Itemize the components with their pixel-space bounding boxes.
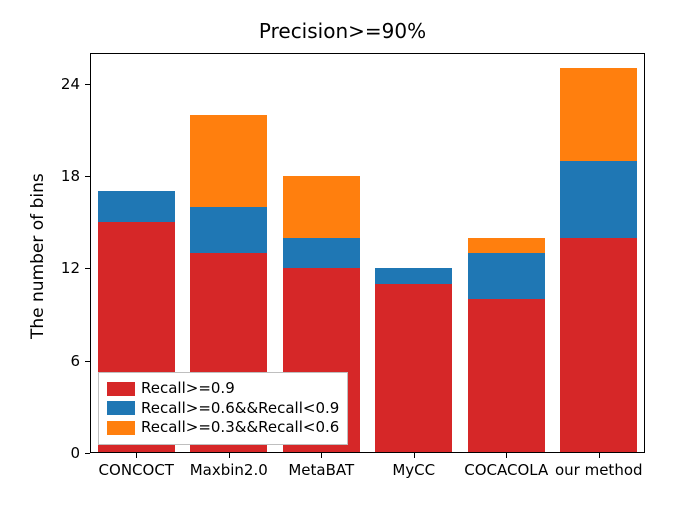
y-tick-label: 12	[61, 259, 80, 277]
axis-spine	[644, 53, 645, 453]
bar-segment	[98, 191, 175, 222]
x-tick-label: MyCC	[392, 461, 435, 479]
legend-label: Recall>=0.9	[141, 379, 235, 399]
bar-segment	[560, 68, 637, 160]
x-tick	[136, 453, 137, 458]
chart-figure: Precision>=90% The number of bins Recall…	[0, 0, 685, 517]
axis-spine	[90, 53, 91, 453]
legend: Recall>=0.9Recall>=0.6&&Recall<0.9Recall…	[98, 372, 348, 445]
y-axis-label: The number of bins	[28, 173, 48, 339]
axis-spine	[90, 53, 645, 54]
y-tick-label: 6	[70, 352, 80, 370]
legend-item: Recall>=0.3&&Recall<0.6	[107, 418, 339, 438]
bar-segment	[190, 207, 267, 253]
chart-title: Precision>=90%	[0, 19, 685, 43]
legend-item: Recall>=0.9	[107, 379, 339, 399]
x-tick	[506, 453, 507, 458]
legend-label: Recall>=0.6&&Recall<0.9	[141, 399, 339, 419]
legend-item: Recall>=0.6&&Recall<0.9	[107, 399, 339, 419]
bar-segment	[190, 115, 267, 207]
x-tick-label: COCACOLA	[464, 461, 548, 479]
bar-segment	[560, 238, 637, 453]
bar-segment	[560, 161, 637, 238]
y-tick	[85, 453, 90, 454]
x-tick	[414, 453, 415, 458]
legend-label: Recall>=0.3&&Recall<0.6	[141, 418, 339, 438]
legend-swatch	[107, 382, 135, 396]
bar-segment	[468, 299, 545, 453]
bar-segment	[468, 238, 545, 253]
x-tick	[599, 453, 600, 458]
bar-segment	[375, 268, 452, 283]
x-tick	[321, 453, 322, 458]
axis-spine	[90, 452, 645, 453]
legend-swatch	[107, 421, 135, 435]
bar-segment	[283, 238, 360, 269]
x-tick	[229, 453, 230, 458]
x-tick-label: CONCOCT	[99, 461, 174, 479]
bar-segment	[283, 176, 360, 238]
x-tick-label: MetaBAT	[288, 461, 354, 479]
y-tick-label: 24	[61, 75, 80, 93]
y-tick-label: 0	[70, 444, 80, 462]
x-tick-label: our method	[555, 461, 643, 479]
bar-segment	[375, 284, 452, 453]
bar-segment	[468, 253, 545, 299]
x-tick-label: Maxbin2.0	[190, 461, 268, 479]
legend-swatch	[107, 401, 135, 415]
y-tick-label: 18	[61, 167, 80, 185]
